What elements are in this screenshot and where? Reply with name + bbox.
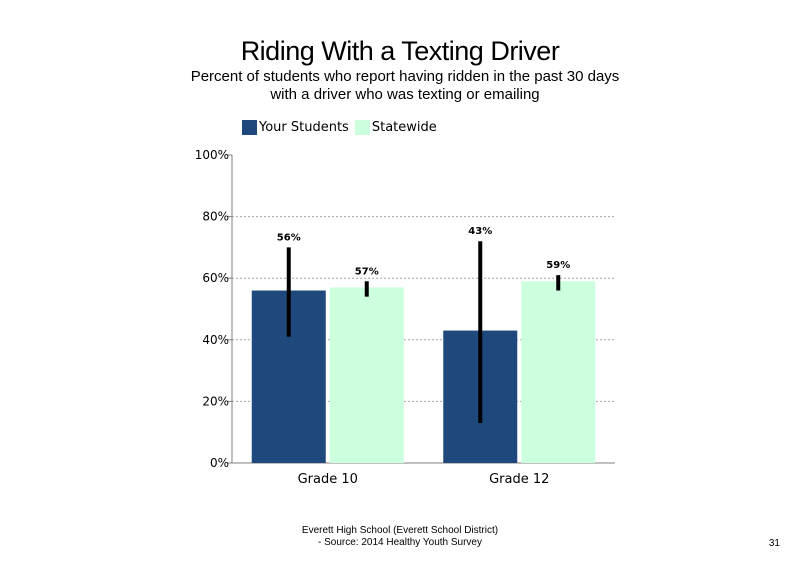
data-label: 57%: [355, 266, 379, 277]
legend-item-your-students: Your Students: [242, 119, 349, 135]
chart-title: Riding With a Texting Driver: [240, 36, 560, 66]
y-tick-label: 0%: [210, 456, 229, 470]
legend-item-statewide: Statewide: [354, 119, 437, 135]
subtitle-line-1: Percent of students who report having ri…: [190, 68, 620, 85]
y-tick-label: 100%: [195, 148, 229, 162]
legend-label-statewide: Statewide: [371, 119, 437, 135]
legend-label-your-students: Your Students: [259, 119, 349, 135]
bar: [329, 287, 404, 463]
legend-swatch-statewide: [354, 119, 370, 135]
page-number: 31: [768, 538, 780, 549]
x-category-label: Grade 12: [489, 472, 549, 487]
chart-subtitle: Percent of students who report having ri…: [170, 68, 640, 114]
y-tick-label: 80%: [202, 210, 229, 224]
y-tick-label: 60%: [202, 271, 229, 285]
subtitle-line-2: with a driver who was texting or emailin…: [270, 86, 540, 103]
footer-source: - Source: 2014 Healthy Youth Survey: [318, 537, 482, 548]
y-tick-label: 20%: [202, 394, 229, 408]
data-label: 56%: [277, 232, 301, 243]
chart-legend: Your Students Statewide: [242, 118, 443, 136]
data-label: 59%: [546, 260, 570, 271]
data-label: 43%: [468, 226, 492, 237]
footer: Everett High School (Everett School Dist…: [250, 525, 550, 549]
legend-swatch-your-students: [242, 119, 257, 135]
y-tick-label: 40%: [202, 333, 229, 347]
footer-school: Everett High School (Everett School Dist…: [301, 525, 499, 536]
x-category-label: Grade 10: [298, 472, 358, 487]
bar: [521, 281, 596, 463]
